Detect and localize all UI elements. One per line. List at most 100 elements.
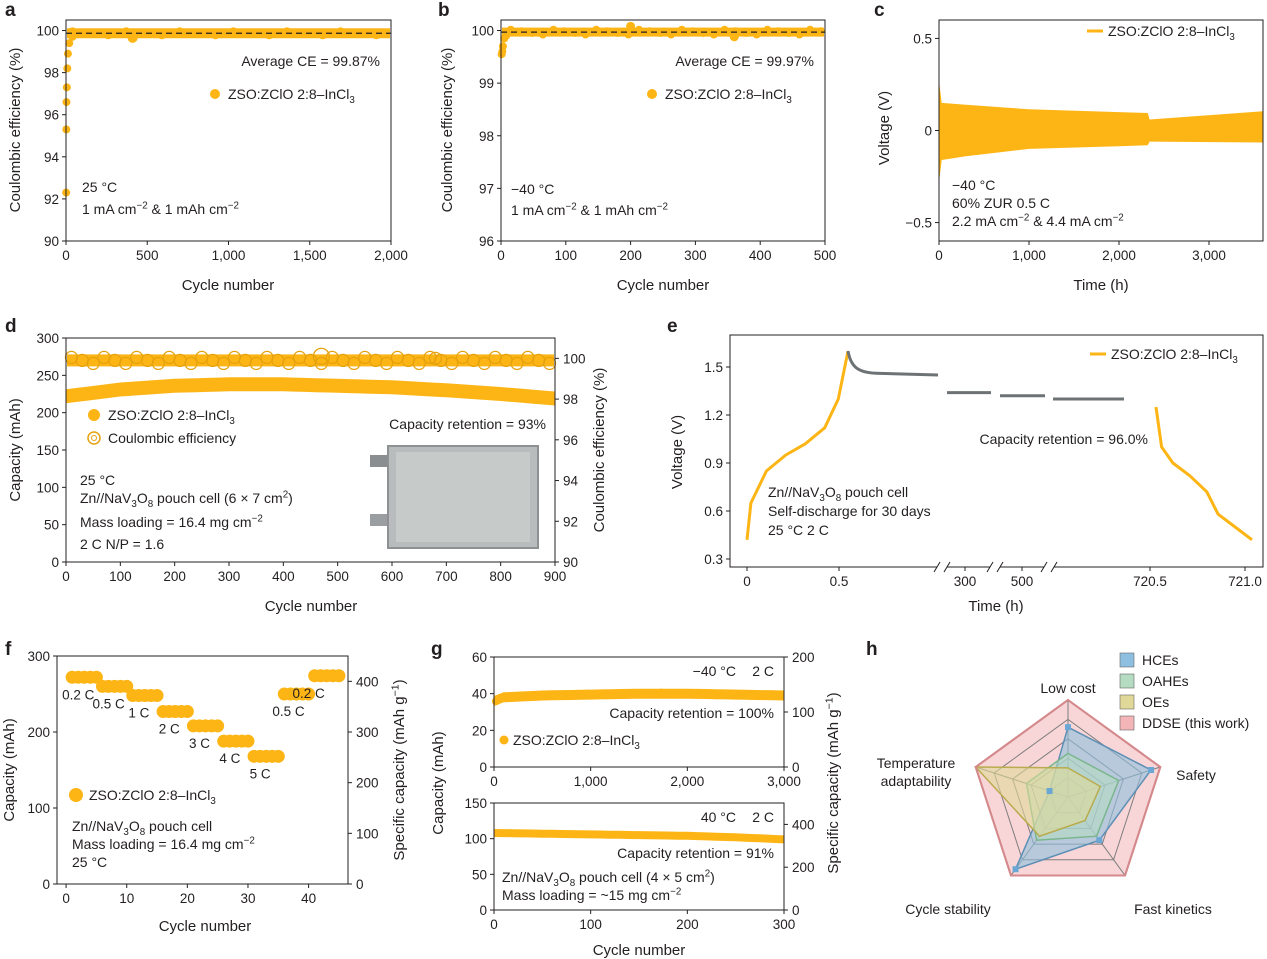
panel-c-x-tick-label: 0	[935, 248, 943, 263]
panel-b-x-tick-label: 200	[619, 248, 642, 263]
panel-a-ce-point	[121, 27, 131, 37]
panel-c-x-tick-label: 3,000	[1192, 248, 1226, 263]
panel-e-x-tick-label: 720.5	[1133, 574, 1167, 589]
panel-a-x-tick-label: 500	[136, 248, 159, 263]
panel-d-ce-point	[542, 356, 557, 370]
panel-d-photo-tab	[370, 514, 392, 526]
panel-d-ce-point	[249, 356, 263, 370]
panel-g-top-y-tick-label: 60	[472, 650, 487, 665]
panel-a-y-tick-label: 100	[36, 24, 59, 39]
panel-g-top-retention: Capacity retention = 100%	[609, 705, 774, 721]
panel-d-legend-marker-ce-inner	[91, 435, 97, 441]
radar-hces-marker	[1148, 767, 1155, 774]
panel-b-y-tick-label: 97	[479, 181, 494, 196]
panel-a-average-text: Average CE = 99.87%	[241, 53, 380, 69]
panel-a-xlabel: Cycle number	[182, 277, 275, 294]
panel-f-y2-tick-label: 300	[356, 725, 379, 740]
panel-g-top-capacity-point	[675, 690, 684, 699]
panel-g-top-y2-tick-label: 200	[792, 650, 815, 665]
panel-b-ce-point	[729, 32, 739, 42]
panel-f-y2-tick-label: 400	[356, 674, 379, 689]
panel-d-capacity-point	[540, 391, 553, 404]
panel-b-ce-point	[602, 27, 611, 36]
panel-f-capacity-point	[271, 749, 285, 763]
panel-d-photo-cell-face	[396, 452, 530, 542]
panel-d-ce-point	[314, 356, 328, 370]
panel-g-top-x-tick-label: 3,000	[767, 774, 801, 789]
panel-d-condition-temp: 25 °C	[80, 472, 115, 488]
radar-series-oes	[973, 766, 1102, 838]
panel-d-capacity-point	[90, 386, 103, 399]
panel-e-x-tick-label: 0	[743, 574, 751, 589]
panel-a-ce-point	[175, 27, 185, 37]
radar-hces-marker	[1096, 837, 1103, 844]
panel-f-rate-label: 4 C	[219, 751, 240, 766]
panel-c-x-tick-label: 2,000	[1102, 248, 1136, 263]
panel-e-legend-label: ZSO:ZClO 2:8–InCl3	[1111, 346, 1238, 366]
panel-e-xlabel: Time (h)	[968, 598, 1023, 615]
panel-b-y-tick-label: 99	[479, 76, 494, 91]
panel-d-ce-point	[282, 356, 296, 370]
panel-g-bottom-x-tick-label: 300	[773, 917, 796, 932]
panel-e-condition-selfdischarge: Self-discharge for 30 days	[768, 503, 931, 519]
panel-d-capacity-point	[365, 380, 378, 393]
panel-f-capacity-point	[150, 689, 164, 703]
panel-d-capacity-point	[140, 381, 153, 394]
panel-f-capacity-point	[241, 734, 255, 748]
panel-g-top-capacity-point	[712, 691, 721, 700]
panel-d-xlabel: Cycle number	[265, 598, 358, 615]
panel-e-axis-break	[933, 561, 941, 573]
panel-d-condition-mass: Mass loading = 16.4 mg cm−2	[80, 514, 263, 530]
panel-g-top-capacity-point	[583, 689, 592, 698]
panel-c-voltage-profile	[939, 80, 1263, 183]
radar-axis-label-cycle-stability: Cycle stability	[905, 901, 991, 917]
panel-g-bottom-temp: 40 °C	[701, 809, 736, 825]
panel-g-ylabel: Capacity (mAh)	[430, 731, 447, 834]
panel-f-y-tick-label: 300	[27, 649, 50, 664]
panel-c-condition-zur: 60% ZUR 0.5 C	[952, 195, 1050, 211]
panel-d-condition-cell: Zn//NaV3O8 pouch cell (6 × 7 cm2)	[80, 490, 293, 511]
panel-b-ce-point	[498, 42, 507, 51]
panel-e-x-tick-label: 300	[954, 574, 977, 589]
panel-a-condition-current: 1 mA cm−2 & 1 mAh cm−2	[82, 201, 239, 217]
panel-a-ce-point	[127, 32, 138, 43]
panel-b-condition-temp: −40 °C	[511, 181, 554, 197]
panel-g-bottom-condition-mass: Mass loading = ~15 mg cm−2	[502, 887, 681, 903]
panel-d-legend-marker-capacity	[88, 409, 100, 421]
panel-e-self-discharge-curve	[846, 350, 939, 377]
panel-d-legend-capacity: ZSO:ZClO 2:8–InCl3	[108, 407, 235, 427]
panel-b-ce-point	[626, 21, 636, 31]
panel-d-y2-tick-label: 90	[563, 555, 578, 570]
panel-f-capacity-point	[120, 679, 134, 693]
panel-e-y-tick-label: 0.6	[704, 504, 723, 519]
panel-a-y-tick-label: 94	[44, 150, 60, 165]
panel-d-condition-np: 2 C N/P = 1.6	[80, 536, 164, 552]
panel-a-y-tick-label: 98	[44, 66, 59, 81]
panel-b-frame	[500, 19, 826, 242]
panel-f-capacity-point	[89, 670, 103, 684]
panel-g-top-capacity-point	[528, 692, 537, 701]
panel-a-ce-point	[228, 27, 238, 37]
panel-b-legend-marker	[647, 89, 657, 99]
radar-series-ddse-outline	[974, 698, 1162, 877]
panel-g-top-y2-tick-label: 100	[792, 705, 815, 720]
panel-g-bottom-x-tick-label: 100	[579, 917, 602, 932]
panel-a-ce-point	[336, 27, 346, 37]
panel-d-capacity-point	[165, 380, 178, 393]
panel-f-rate-label: 5 C	[250, 766, 271, 781]
panel-e-charge-curve	[745, 350, 850, 540]
radar-axis-label-fast-kinetics: Fast kinetics	[1134, 901, 1212, 917]
panel-b-ce-point	[699, 28, 708, 37]
panel-f-y2-tick-label: 200	[356, 776, 379, 791]
radar-axis-label-low-cost: Low cost	[1040, 680, 1095, 696]
panel-b-ylabel: Coulombic efficiency (%)	[439, 48, 456, 213]
panel-e-axis-break	[1050, 561, 1058, 573]
panel-g-bottom-y-tick-label: 0	[479, 903, 487, 918]
panel-d-y2-tick-label: 92	[563, 514, 578, 529]
radar-legend-label-hce: HCEs	[1142, 652, 1179, 668]
panel-d-ce-point	[412, 356, 426, 370]
panel-g-top-y-tick-label: 40	[472, 687, 487, 702]
panel-d-x-tick-label: 0	[62, 569, 70, 584]
panel-label-b: b	[438, 0, 450, 21]
